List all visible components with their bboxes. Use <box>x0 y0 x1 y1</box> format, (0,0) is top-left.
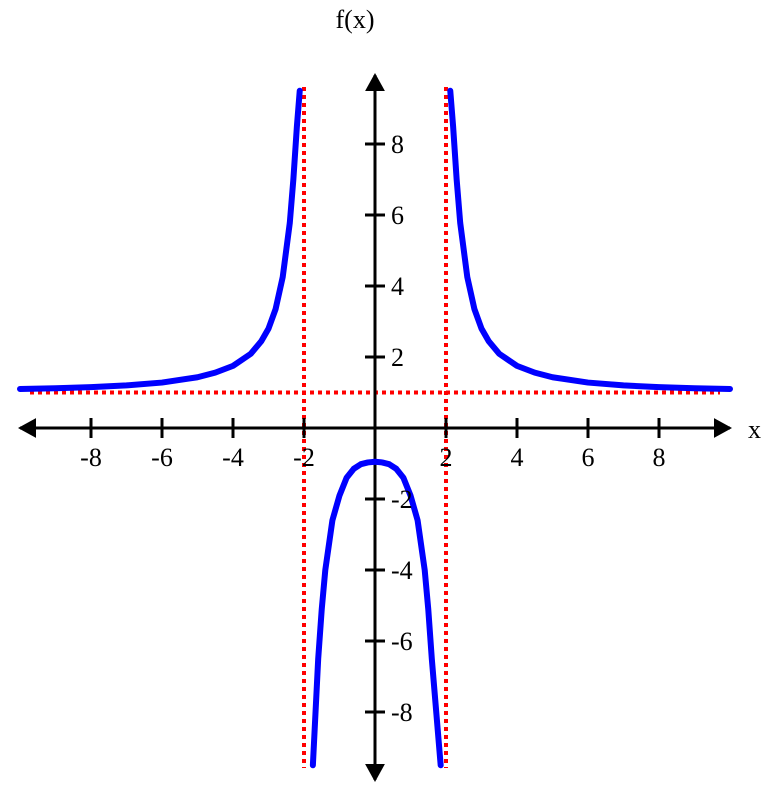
x-tick-label: 4 <box>511 443 524 472</box>
axes-group <box>18 73 732 782</box>
x-axis-arrow-left <box>18 418 36 438</box>
x-tick-label: -6 <box>151 443 173 472</box>
curve-right-branch <box>450 91 730 389</box>
y-tick-label: 8 <box>391 130 404 159</box>
rational-function-plot: -8 -6 -4 -2 2 4 6 8 -8 -6 -4 -2 2 4 6 8 x f(x) <box>0 0 781 800</box>
y-axis-arrow-up <box>365 73 385 91</box>
y-tick-label: -6 <box>391 627 413 656</box>
x-tick-label: -8 <box>80 443 102 472</box>
curve-middle-branch <box>313 462 441 766</box>
x-tick-label: 6 <box>582 443 595 472</box>
y-tick-label: 4 <box>391 272 404 301</box>
y-tick-label: -2 <box>391 485 413 514</box>
y-tick-label: 6 <box>391 201 404 230</box>
x-axis-arrow-right <box>714 418 732 438</box>
x-tick-label: 8 <box>653 443 666 472</box>
x-tick-label: 2 <box>440 443 453 472</box>
x-tick-label: -4 <box>222 443 244 472</box>
y-tick-label: -4 <box>391 556 413 585</box>
x-tick-label: -2 <box>293 443 315 472</box>
x-axis-label: x <box>748 415 761 444</box>
y-tick-label: -8 <box>391 698 413 727</box>
labels-group: -8 -6 -4 -2 2 4 6 8 -8 -6 -4 -2 2 4 6 8 x f(x) <box>80 5 761 727</box>
curve-left-branch <box>20 91 300 389</box>
y-axis-arrow-down <box>365 764 385 782</box>
y-axis-label: f(x) <box>336 5 375 34</box>
y-tick-label: 2 <box>391 343 404 372</box>
